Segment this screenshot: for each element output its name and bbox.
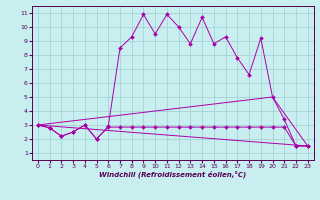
X-axis label: Windchill (Refroidissement éolien,°C): Windchill (Refroidissement éolien,°C) bbox=[99, 171, 246, 178]
